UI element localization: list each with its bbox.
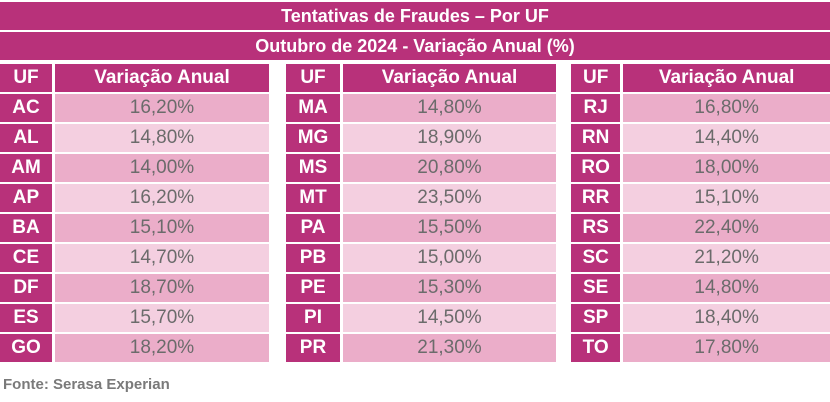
value-cell: 18,20% (55, 334, 269, 364)
uf-cell: CE (0, 244, 55, 274)
uf-cell: RN (571, 124, 624, 154)
table-title: Tentativas de Fraudes – Por UF (0, 2, 830, 30)
value-cell: 18,40% (623, 304, 830, 334)
uf-cell: RO (571, 154, 624, 184)
value-cell: 14,80% (55, 124, 269, 154)
uf-cell: AC (0, 94, 55, 124)
uf-cell: MG (286, 124, 343, 154)
table-row: CE 14,70% (0, 244, 269, 274)
value-cell: 17,80% (623, 334, 830, 364)
uf-cell: RS (571, 214, 624, 244)
uf-cell: AL (0, 124, 55, 154)
table-row: AL 14,80% (0, 124, 269, 154)
table-row: RJ 16,80% (571, 94, 830, 124)
value-cell: 18,00% (623, 154, 830, 184)
table-row: TO 17,80% (571, 334, 830, 364)
table-row: AM 14,00% (0, 154, 269, 184)
table-row: MT 23,50% (286, 184, 556, 214)
value-cell: 18,70% (55, 274, 269, 304)
column-header-uf: UF (286, 64, 343, 94)
value-cell: 16,20% (55, 184, 269, 214)
table-row: BA 15,10% (0, 214, 269, 244)
table-row: RN 14,40% (571, 124, 830, 154)
uf-cell: SP (571, 304, 624, 334)
value-cell: 22,40% (623, 214, 830, 244)
column-header-uf: UF (571, 64, 624, 94)
uf-cell: PE (286, 274, 343, 304)
table-row: ES 15,70% (0, 304, 269, 334)
uf-cell: PA (286, 214, 343, 244)
uf-table-group-3: UF Variação Anual RJ 16,80% RN 14,40% RO 18,0… (571, 64, 830, 364)
value-cell: 14,70% (55, 244, 269, 274)
table-row: RS 22,40% (571, 214, 830, 244)
table-subtitle: Outubro de 2024 - Variação Anual (%) (0, 32, 830, 60)
value-cell: 18,90% (343, 124, 556, 154)
table-row: RR 15,10% (571, 184, 830, 214)
value-cell: 16,20% (55, 94, 269, 124)
column-header-uf: UF (0, 64, 55, 94)
uf-cell: PI (286, 304, 343, 334)
value-cell: 15,10% (55, 214, 269, 244)
value-cell: 14,80% (343, 94, 556, 124)
value-cell: 21,20% (623, 244, 830, 274)
column-header-variacao: Variação Anual (343, 64, 556, 94)
uf-cell: AP (0, 184, 55, 214)
column-header-variacao: Variação Anual (55, 64, 269, 94)
uf-cell: PR (286, 334, 343, 364)
column-header-variacao: Variação Anual (623, 64, 830, 94)
table-row: MS 20,80% (286, 154, 556, 184)
table-row: PR 21,30% (286, 334, 556, 364)
uf-cell: DF (0, 274, 55, 304)
uf-cell: MT (286, 184, 343, 214)
value-cell: 15,00% (343, 244, 556, 274)
table-row: PE 15,30% (286, 274, 556, 304)
uf-cell: GO (0, 334, 55, 364)
table-row: MA 14,80% (286, 94, 556, 124)
value-cell: 14,80% (623, 274, 830, 304)
table-row: PI 14,50% (286, 304, 556, 334)
table-row: SC 21,20% (571, 244, 830, 274)
uf-table-group-2: UF Variação Anual MA 14,80% MG 18,90% MS 20,8… (286, 64, 556, 364)
uf-cell: BA (0, 214, 55, 244)
uf-cell: RJ (571, 94, 624, 124)
table-row: AC 16,20% (0, 94, 269, 124)
value-cell: 14,40% (623, 124, 830, 154)
value-cell: 16,80% (623, 94, 830, 124)
value-cell: 15,50% (343, 214, 556, 244)
value-cell: 14,50% (343, 304, 556, 334)
table-row: SE 14,80% (571, 274, 830, 304)
table-row: PB 15,00% (286, 244, 556, 274)
table-row: SP 18,40% (571, 304, 830, 334)
uf-cell: RR (571, 184, 624, 214)
uf-cell: SE (571, 274, 624, 304)
uf-cell: MS (286, 154, 343, 184)
source-note: Fonte: Serasa Experian (3, 376, 170, 393)
uf-cell: AM (0, 154, 55, 184)
table-row: RO 18,00% (571, 154, 830, 184)
value-cell: 21,30% (343, 334, 556, 364)
value-cell: 15,10% (623, 184, 830, 214)
table-row: DF 18,70% (0, 274, 269, 304)
value-cell: 15,70% (55, 304, 269, 334)
table-row: GO 18,20% (0, 334, 269, 364)
uf-cell: ES (0, 304, 55, 334)
table-row: PA 15,50% (286, 214, 556, 244)
uf-cell: PB (286, 244, 343, 274)
uf-cell: TO (571, 334, 624, 364)
table-row: AP 16,20% (0, 184, 269, 214)
value-cell: 15,30% (343, 274, 556, 304)
value-cell: 23,50% (343, 184, 556, 214)
table-row: MG 18,90% (286, 124, 556, 154)
uf-table-group-1: UF Variação Anual AC 16,20% AL 14,80% AM 14,0… (0, 64, 269, 364)
uf-cell: MA (286, 94, 343, 124)
uf-cell: SC (571, 244, 624, 274)
value-cell: 20,80% (343, 154, 556, 184)
value-cell: 14,00% (55, 154, 269, 184)
